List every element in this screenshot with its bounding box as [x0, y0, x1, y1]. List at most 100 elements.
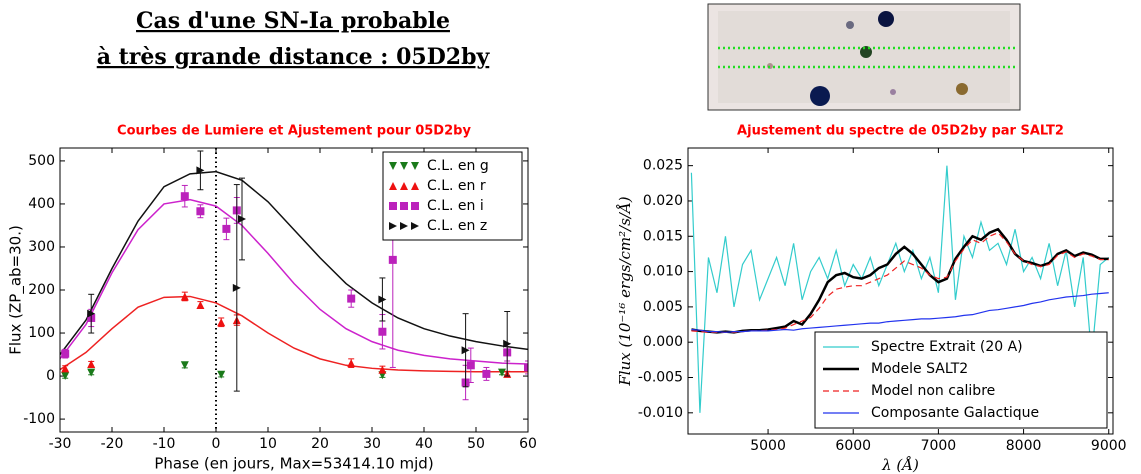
legend-label: Spectre Extrait (20 A) — [871, 339, 1023, 355]
header-line: à très grande distance : 05D2by — [97, 44, 491, 70]
y-tick-label: 0.000 — [643, 334, 683, 350]
y-tick-label: 100 — [28, 325, 55, 341]
legend-marker — [411, 222, 419, 230]
x-axis-label: Phase (en jours, Max=53414.10 mjd) — [154, 455, 433, 473]
x-tick-label: 30 — [363, 436, 381, 452]
legend-label: Model non calibre — [871, 383, 995, 399]
legend-label: C.L. en i — [427, 198, 484, 214]
y-axis-label: Flux (10⁻¹⁶ ergs/cm²/s/Å) — [616, 196, 634, 386]
x-axis-label: λ (Å) — [881, 456, 919, 474]
y-tick-label: -0.010 — [638, 405, 683, 421]
data-point — [388, 255, 397, 264]
plot-area — [60, 148, 528, 432]
data-point — [61, 349, 70, 358]
spectrum-line — [691, 227, 1109, 334]
legend-marker — [400, 202, 408, 210]
y-tick-label: 0 — [46, 368, 55, 384]
y-tick-label: -100 — [23, 411, 55, 427]
y-tick-label: 0.010 — [643, 264, 683, 280]
data-point — [222, 224, 231, 233]
legend-marker — [389, 222, 397, 230]
x-tick-label: 8000 — [1006, 438, 1042, 454]
x-tick-label: -20 — [101, 436, 124, 452]
spectrum-line — [691, 292, 1109, 333]
data-point — [196, 207, 205, 216]
y-tick-label: 500 — [28, 153, 55, 169]
y-tick-label: 400 — [28, 196, 55, 212]
legend-marker — [400, 222, 408, 230]
data-point — [61, 372, 70, 381]
data-point — [347, 359, 356, 368]
data-point — [180, 292, 189, 301]
thumbnail — [707, 3, 1021, 111]
legend-marker — [411, 162, 419, 170]
fit-line — [60, 198, 528, 365]
y-tick-label: 300 — [28, 239, 55, 255]
data-point — [498, 368, 506, 377]
legend-marker — [400, 182, 408, 190]
data-point — [524, 363, 528, 372]
legend-marker — [389, 202, 397, 210]
x-tick-label: 20 — [311, 436, 329, 452]
data-point — [347, 294, 356, 303]
chart-title: Ajustement du spectre de 05D2by par SALT… — [737, 124, 1064, 139]
spectrum-line — [690, 165, 1110, 413]
data-point — [466, 361, 475, 370]
x-tick-label: -30 — [49, 436, 72, 452]
legend-marker — [400, 162, 408, 170]
data-point — [87, 309, 96, 318]
data-point — [217, 370, 226, 379]
x-tick-label: 60 — [519, 436, 537, 452]
y-axis-label: Flux (ZP_ab=30.) — [7, 225, 26, 355]
fit-line — [60, 295, 528, 373]
data-point — [378, 365, 387, 374]
legend-label: Composante Galactique — [871, 405, 1039, 421]
x-tick-label: 0 — [212, 436, 221, 452]
legend-marker — [389, 182, 397, 190]
y-tick-label: 0.015 — [643, 228, 683, 244]
x-tick-label: 40 — [415, 436, 433, 452]
legend-marker — [389, 162, 397, 170]
data-point — [482, 369, 491, 378]
data-point — [503, 339, 512, 348]
y-tick-label: 0.020 — [643, 193, 683, 209]
y-tick-label: -0.005 — [638, 370, 683, 386]
x-tick-label: 9000 — [1091, 438, 1127, 454]
spectrum-line — [691, 232, 1109, 333]
data-point — [180, 361, 189, 370]
data-point — [232, 283, 241, 292]
axes-frame — [687, 147, 1114, 435]
x-tick-label: -10 — [153, 436, 176, 452]
fit-line — [60, 170, 528, 355]
plot-area — [690, 165, 1110, 413]
data-point — [217, 318, 226, 327]
data-point — [87, 368, 96, 377]
legend-label: C.L. en r — [427, 178, 486, 194]
data-point — [196, 166, 205, 175]
chart-title: Courbes de Lumiere et Ajustement pour 05… — [117, 124, 471, 139]
legend-marker — [411, 182, 419, 190]
x-tick-label: 6000 — [835, 438, 871, 454]
x-tick-label: 7000 — [921, 438, 957, 454]
y-tick-label: 0.005 — [643, 299, 683, 315]
header-line: Cas d'une SN-Ia probable — [136, 8, 450, 34]
y-tick-label: 0.025 — [643, 158, 683, 174]
y-tick-label: 200 — [28, 282, 55, 298]
legend-marker — [411, 202, 419, 210]
data-point — [87, 360, 96, 369]
data-point — [461, 346, 470, 355]
legend-label: C.L. en g — [427, 158, 489, 174]
legend-label: Modele SALT2 — [871, 361, 968, 377]
legend-label: C.L. en z — [427, 218, 487, 234]
data-point — [196, 301, 205, 310]
legend-box — [814, 331, 1108, 429]
x-tick-label: 5000 — [750, 438, 786, 454]
axes-frame — [59, 147, 529, 433]
x-tick-label: 10 — [259, 436, 277, 452]
x-tick-label: 50 — [467, 436, 485, 452]
data-point — [61, 364, 70, 373]
data-point — [378, 295, 387, 304]
data-point — [238, 215, 246, 223]
data-point — [378, 327, 387, 336]
